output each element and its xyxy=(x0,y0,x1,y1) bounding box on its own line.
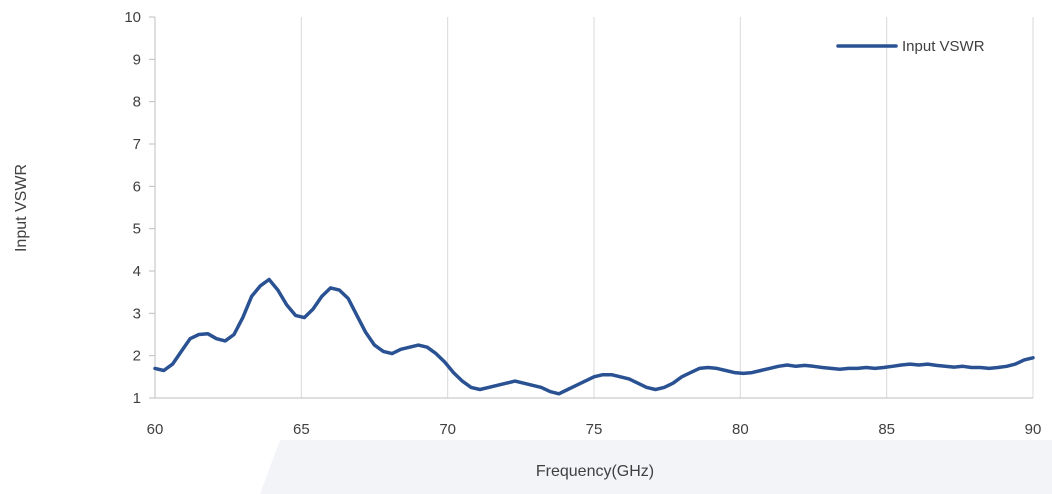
axes xyxy=(149,16,1033,399)
x-tick-label: 65 xyxy=(293,421,310,438)
x-tick-label: 75 xyxy=(586,421,603,438)
x-tick-label: 70 xyxy=(439,421,456,438)
x-tick-labels: 60 65 70 75 80 85 90 xyxy=(147,421,1042,438)
x-tick-label: 60 xyxy=(147,421,164,438)
y-tick-label: 1 xyxy=(133,390,141,407)
y-tick-label: 2 xyxy=(133,348,141,365)
y-axis-title: Input VSWR xyxy=(13,164,30,252)
y-tick-label: 8 xyxy=(133,94,141,111)
grid xyxy=(300,17,1034,398)
background-band xyxy=(260,440,1052,494)
y-tick-label: 3 xyxy=(133,305,141,322)
y-tick-label: 7 xyxy=(133,136,141,153)
y-tick-label: 4 xyxy=(133,263,141,280)
legend: Input VSWR xyxy=(836,38,985,55)
y-tick-label: 10 xyxy=(124,9,141,26)
y-tick-label: 9 xyxy=(133,51,141,68)
legend-label: Input VSWR xyxy=(902,38,985,55)
x-tick-label: 90 xyxy=(1025,421,1042,438)
x-tick-label: 80 xyxy=(732,421,749,438)
y-tick-labels: 1 2 3 4 5 6 7 8 9 10 xyxy=(124,9,141,407)
y-tick-label: 5 xyxy=(133,221,141,238)
y-tick-label: 6 xyxy=(133,178,141,195)
x-tick-label: 85 xyxy=(878,421,895,438)
series-layer xyxy=(153,277,1035,396)
series-line-input-vswr xyxy=(153,277,1035,396)
x-axis-title: Frequency(GHz) xyxy=(536,463,654,480)
